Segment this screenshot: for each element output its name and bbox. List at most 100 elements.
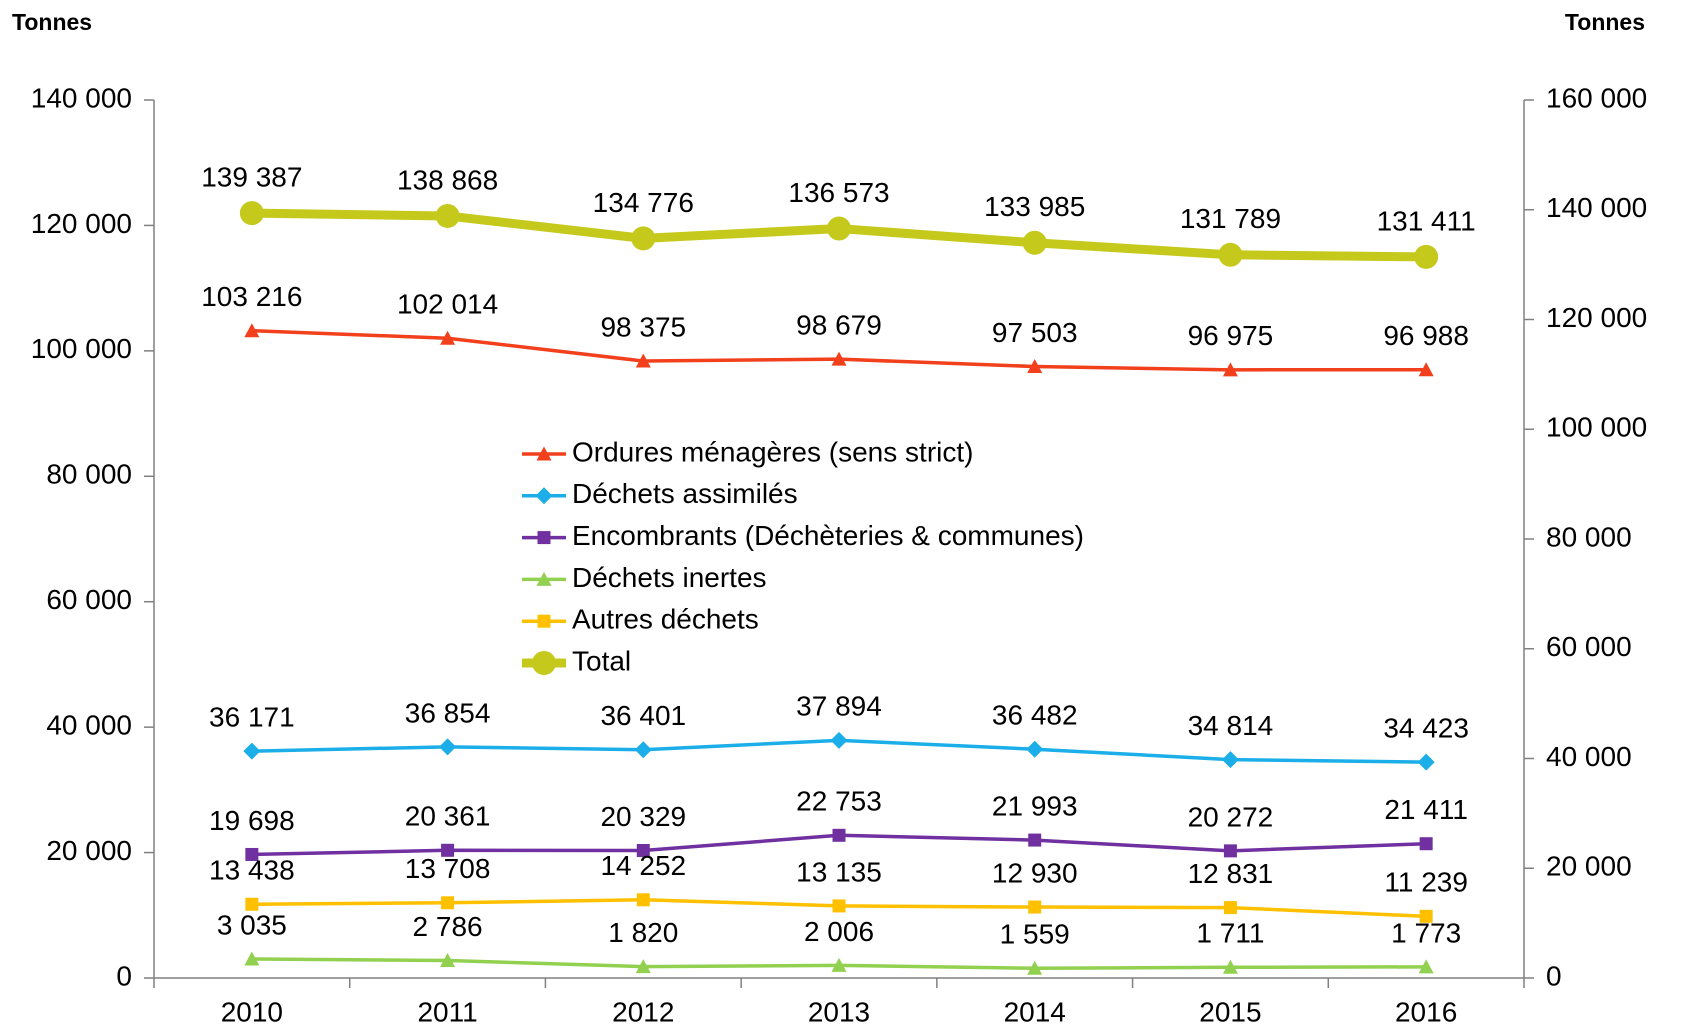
data-label: 37 894 [796, 691, 882, 722]
y-tick-label: 60 000 [46, 584, 132, 615]
data-label: 20 272 [1188, 801, 1274, 832]
point [1022, 230, 1047, 255]
point [441, 843, 455, 857]
point [244, 323, 260, 338]
data-label: 20 361 [405, 801, 491, 832]
point [635, 353, 651, 368]
point [244, 951, 260, 966]
point [831, 957, 847, 972]
point [634, 741, 652, 759]
y-tick-label: 80 000 [46, 459, 132, 490]
point [1027, 359, 1043, 374]
data-label: 102 014 [397, 289, 498, 320]
legend-label: Encombrants (Déchèteries & communes) [572, 520, 1084, 551]
point [1418, 362, 1434, 377]
point [1417, 753, 1435, 771]
data-label: 34 814 [1188, 710, 1274, 741]
data-label: 103 216 [201, 281, 302, 312]
data-label: 14 252 [600, 850, 686, 881]
point [1221, 751, 1239, 769]
data-label: 1 711 [1196, 918, 1264, 949]
data-label: 20 329 [600, 801, 686, 832]
point [1218, 242, 1243, 267]
point [1418, 959, 1434, 974]
data-label: 138 868 [397, 164, 498, 195]
data-label: 98 679 [796, 310, 882, 341]
y2-tick-label: 140 000 [1546, 192, 1647, 223]
data-label: 22 753 [796, 786, 882, 817]
data-label: 131 411 [1377, 205, 1476, 236]
data-label: 134 776 [593, 187, 694, 218]
data-label: 34 423 [1383, 713, 1469, 744]
point [243, 742, 261, 760]
point [1028, 833, 1042, 847]
data-label: 97 503 [992, 317, 1078, 348]
point [636, 844, 650, 858]
data-label: 36 482 [992, 700, 1078, 731]
data-label: 36 854 [405, 697, 491, 728]
legend-label: Total [572, 645, 631, 676]
data-label: 98 375 [600, 311, 686, 342]
y2-tick-label: 60 000 [1546, 631, 1632, 662]
data-label: 21 993 [992, 790, 1078, 821]
data-label: 13 135 [796, 856, 882, 887]
data-label: 12 930 [992, 857, 1078, 888]
data-label: 21 411 [1384, 794, 1468, 825]
data-label: 19 698 [209, 805, 295, 836]
x-tick-label: 2012 [612, 996, 674, 1027]
point [1222, 959, 1238, 974]
data-label: 2 786 [413, 911, 483, 942]
data-label: 131 789 [1180, 203, 1281, 234]
point [832, 828, 846, 842]
point [1223, 844, 1237, 858]
data-label: 139 387 [201, 162, 302, 193]
data-label: 36 401 [600, 700, 686, 731]
point [245, 897, 259, 911]
data-label: 1 559 [1000, 919, 1070, 950]
point [441, 896, 455, 910]
data-label: 3 035 [217, 909, 287, 940]
y-tick-label: 100 000 [31, 333, 132, 364]
legend-label: Déchets inertes [572, 562, 767, 593]
point [1223, 901, 1237, 915]
point [831, 351, 847, 366]
point [536, 446, 552, 461]
data-label: 96 975 [1188, 320, 1274, 351]
y2-tick-label: 20 000 [1546, 851, 1632, 882]
data-label: 136 573 [788, 177, 889, 208]
x-tick-label: 2010 [221, 996, 283, 1027]
point [827, 216, 851, 241]
point [1414, 244, 1439, 269]
point [635, 959, 651, 974]
y2-tick-label: 160 000 [1546, 82, 1647, 113]
y-tick-label: 0 [116, 960, 132, 991]
x-tick-label: 2016 [1395, 996, 1457, 1027]
point [245, 847, 259, 861]
y2-tick-label: 100 000 [1546, 412, 1647, 443]
point [239, 201, 264, 226]
point [631, 226, 656, 251]
x-tick-label: 2014 [1004, 996, 1066, 1027]
y-tick-label: 40 000 [46, 710, 132, 741]
point [435, 203, 460, 228]
data-label: 2 006 [804, 916, 874, 947]
legend-label: Déchets assimilés [572, 478, 798, 509]
point [532, 651, 556, 675]
point [1028, 900, 1042, 914]
point [537, 531, 551, 545]
point [537, 614, 551, 628]
point [636, 893, 650, 907]
point [440, 953, 456, 968]
y2-tick-label: 0 [1546, 960, 1562, 991]
point [830, 731, 848, 749]
y2-axis-label: Tonnes [1565, 9, 1645, 35]
point [832, 899, 846, 913]
data-label: 13 438 [209, 855, 295, 886]
point [1419, 909, 1433, 923]
data-label: 12 831 [1188, 858, 1274, 889]
data-label: 11 239 [1384, 867, 1468, 898]
point [440, 330, 456, 345]
legend-label: Autres déchets [572, 604, 759, 635]
y-tick-label: 120 000 [31, 208, 132, 239]
